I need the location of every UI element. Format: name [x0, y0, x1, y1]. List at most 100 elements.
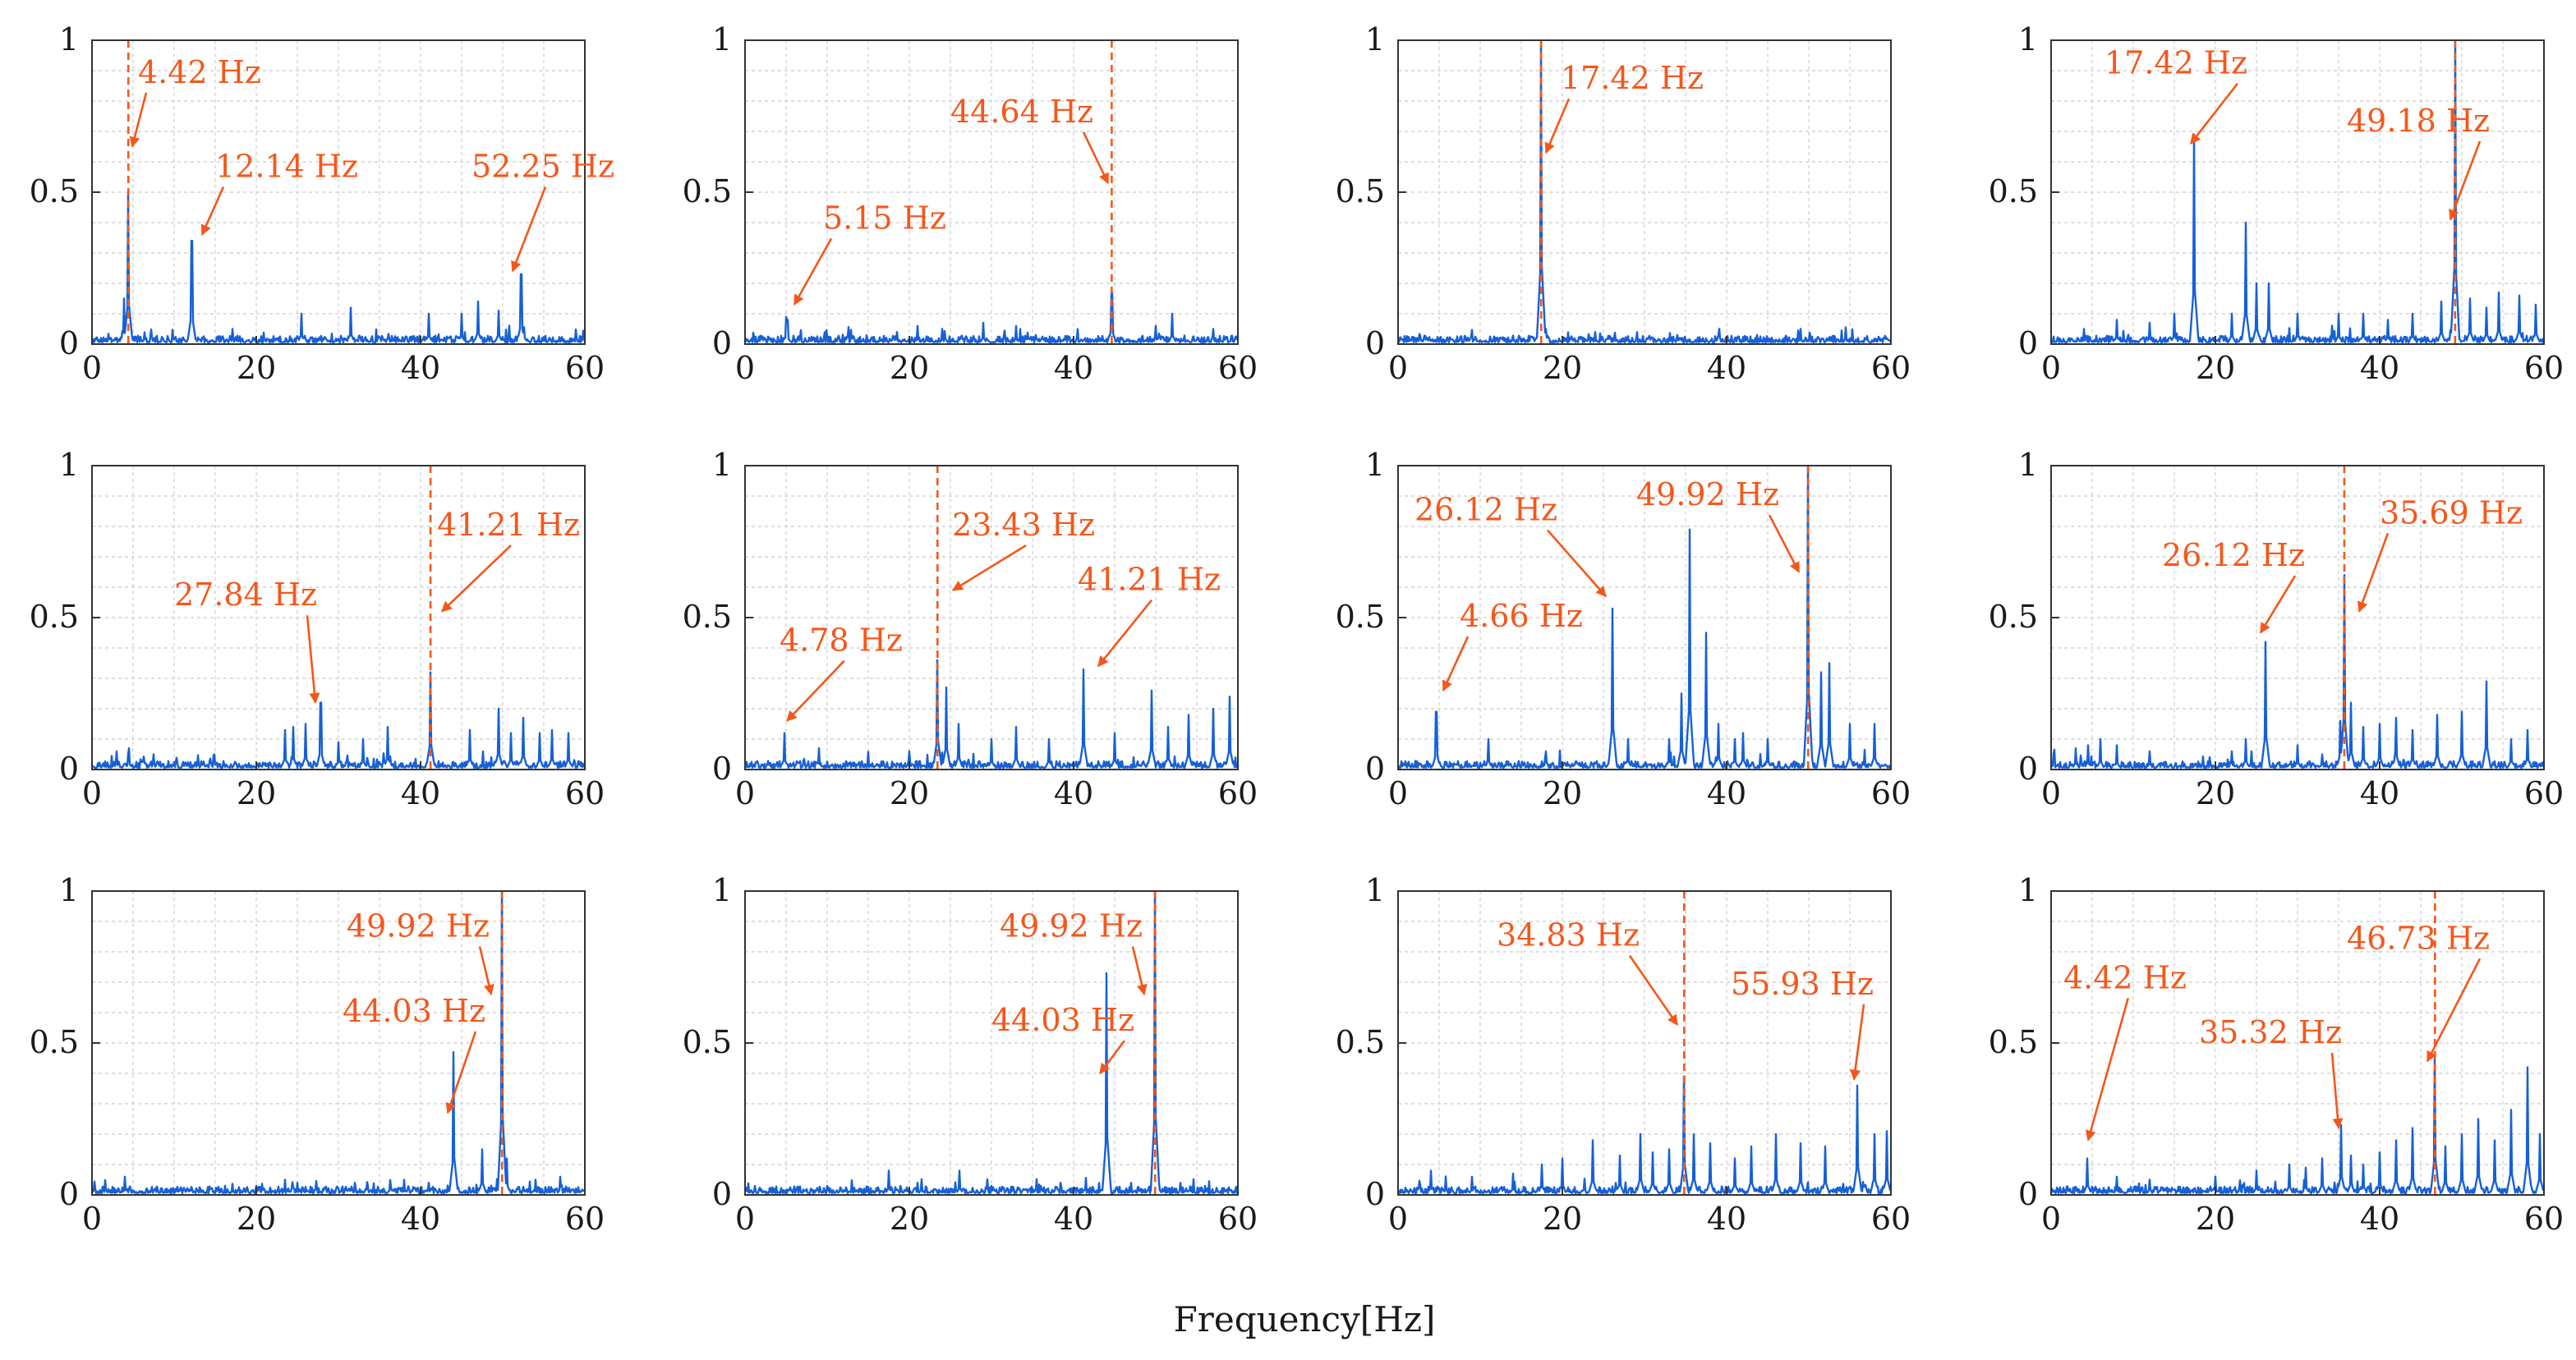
peak-annotation-arrow — [786, 659, 845, 722]
peak-annotation-label: 49.92 Hz — [1000, 908, 1143, 944]
y-tick-label: 0.5 — [1989, 599, 2038, 635]
peak-annotation-label: 4.66 Hz — [1460, 598, 1583, 634]
x-tick-label: 20 — [890, 350, 929, 386]
x-tick-label: 0 — [1388, 1201, 1408, 1237]
peak-annotation-arrow — [129, 92, 148, 148]
y-tick-label: 1 — [2018, 447, 2038, 483]
peak-annotation-label: 49.92 Hz — [1636, 476, 1779, 512]
y-tick-label: 0.5 — [1336, 1024, 1385, 1060]
spectrum-panel-10: 0 20 40 60 0 0.5 1 44.03 Hz 49.92 Hz — [683, 872, 1258, 1237]
y-tick-label: 0 — [712, 1176, 732, 1212]
peak-annotation-label: 35.32 Hz — [2199, 1014, 2342, 1050]
peak-annotation-arrow — [2449, 140, 2482, 221]
x-tick-label: 40 — [1054, 775, 1093, 811]
x-tick-label: 60 — [1218, 350, 1258, 386]
y-tick-label: 1 — [2018, 21, 2038, 57]
peak-annotation-label: 34.83 Hz — [1497, 917, 1640, 953]
y-tick-label: 0.5 — [683, 599, 732, 635]
spectrum-panel-3: 0 20 40 60 0 0.5 1 17.42 Hz — [1336, 21, 1911, 386]
spectrum-panel-2: 0 20 40 60 0 0.5 1 5.15 Hz 44.64 Hz — [683, 21, 1258, 386]
y-tick-label: 1 — [1365, 21, 1385, 57]
spectrum-line — [2050, 39, 2545, 343]
x-tick-label: 0 — [82, 775, 102, 811]
spectrum-panel-1: 0 20 40 60 0 0.5 1 4.42 Hz 12.14 Hz 52.25 Hz — [30, 21, 614, 386]
x-tick-label: 40 — [401, 775, 440, 811]
y-tick-label: 0 — [1365, 751, 1385, 787]
peak-annotation-label: 23.43 Hz — [952, 507, 1095, 543]
peak-annotation-arrow — [793, 237, 833, 306]
spectrum-panel-6: 0 20 40 60 0 0.5 1 4.78 Hz 23.43 Hz 41.21 Hz — [683, 447, 1258, 811]
y-tick-label: 0.5 — [1989, 173, 2038, 209]
peak-annotation-arrow — [1082, 131, 1110, 185]
y-tick-label: 0.5 — [1336, 599, 1385, 635]
y-tick-label: 0 — [712, 325, 732, 361]
x-tick-label: 40 — [1707, 1201, 1746, 1237]
peak-annotation-label: 49.92 Hz — [347, 908, 490, 944]
panel-grid: 0 20 40 60 0 0.5 1 4.42 Hz 12.14 Hz 52.25 Hz 0 20 40… — [30, 21, 2564, 1237]
peak-annotation-arrow — [2259, 575, 2297, 634]
grid — [1398, 891, 1891, 1195]
y-tick-label: 0 — [712, 751, 732, 787]
y-tick-label: 0.5 — [30, 599, 79, 635]
spectrum-panel-8: 0 20 40 60 0 0.5 1 26.12 Hz 35.69 Hz — [1989, 447, 2564, 811]
peak-annotation-arrow — [200, 186, 225, 236]
y-tick-label: 0 — [1365, 325, 1385, 361]
x-tick-label: 60 — [565, 350, 605, 386]
x-tick-label: 0 — [2041, 775, 2061, 811]
grid — [92, 466, 585, 770]
peak-annotation-arrow — [2330, 1052, 2344, 1129]
x-tick-label: 20 — [2196, 1201, 2235, 1237]
x-tick-label: 0 — [2041, 1201, 2061, 1237]
peak-annotation-arrow — [1850, 1004, 1865, 1081]
peak-annotation-arrow — [1131, 946, 1148, 996]
y-tick-label: 1 — [1365, 872, 1385, 908]
x-tick-label: 60 — [2524, 775, 2564, 811]
peak-annotation-label: 27.84 Hz — [174, 577, 317, 613]
x-tick-label: 40 — [2360, 1201, 2399, 1237]
y-tick-label: 0.5 — [1336, 173, 1385, 209]
y-tick-label: 1 — [59, 872, 79, 908]
y-tick-label: 0 — [2018, 325, 2038, 361]
spectrum-panel-4: 0 20 40 60 0 0.5 1 17.42 Hz 49.18 Hz — [1989, 21, 2564, 386]
spectrum-panel-7: 0 20 40 60 0 0.5 1 4.66 Hz 26.12 Hz 49.92 Hz — [1336, 447, 1911, 811]
x-tick-label: 20 — [2196, 350, 2235, 386]
x-tick-label: 0 — [1388, 775, 1408, 811]
peak-annotation-label: 26.12 Hz — [2162, 537, 2305, 573]
x-tick-label: 40 — [2360, 350, 2399, 386]
peak-annotation-label: 41.21 Hz — [437, 507, 580, 543]
peak-annotation-arrow — [511, 186, 547, 273]
peak-annotation-label: 44.03 Hz — [991, 1002, 1134, 1038]
peak-annotation-arrow — [445, 1031, 477, 1114]
x-tick-label: 0 — [735, 775, 755, 811]
y-tick-label: 0 — [59, 1176, 79, 1212]
peak-annotation-label: 52.25 Hz — [472, 149, 614, 185]
x-tick-label: 20 — [1543, 350, 1582, 386]
spectrum-panel-12: 0 20 40 60 0 0.5 1 4.42 Hz 35.32 Hz 46.73 Hz — [1989, 872, 2564, 1237]
y-tick-label: 0.5 — [30, 1024, 79, 1060]
x-tick-label: 60 — [2524, 350, 2564, 386]
peak-annotation-arrow — [1768, 514, 1801, 573]
peak-annotation-arrow — [441, 544, 512, 613]
peak-annotation-label: 55.93 Hz — [1731, 966, 1874, 1002]
y-tick-label: 1 — [2018, 872, 2038, 908]
peak-annotation-arrow — [951, 544, 1027, 591]
spectrum-line — [1397, 1075, 1892, 1195]
y-tick-label: 0 — [1365, 1176, 1385, 1212]
peak-annotation-arrow — [1442, 636, 1470, 691]
peak-annotation-arrow — [1544, 98, 1571, 154]
spectrum-line — [2049, 1057, 2545, 1195]
y-tick-label: 0 — [2018, 1176, 2038, 1212]
x-tick-label: 60 — [565, 1201, 605, 1237]
peak-annotation-arrow — [1097, 599, 1153, 668]
peak-annotation-arrow — [2357, 532, 2390, 613]
y-tick-label: 1 — [1365, 447, 1385, 483]
x-axis-label: Frequency[Hz] — [1174, 1299, 1436, 1339]
x-tick-label: 60 — [1871, 775, 1911, 811]
x-tick-label: 20 — [1543, 1201, 1582, 1237]
x-tick-label: 40 — [1707, 350, 1746, 386]
spectrum-panel-9: 0 20 40 60 0 0.5 1 44.03 Hz 49.92 Hz — [30, 872, 605, 1237]
grid — [2051, 891, 2544, 1195]
spectrum-line — [744, 659, 1240, 769]
y-tick-label: 1 — [59, 21, 79, 57]
x-tick-label: 0 — [735, 1201, 755, 1237]
